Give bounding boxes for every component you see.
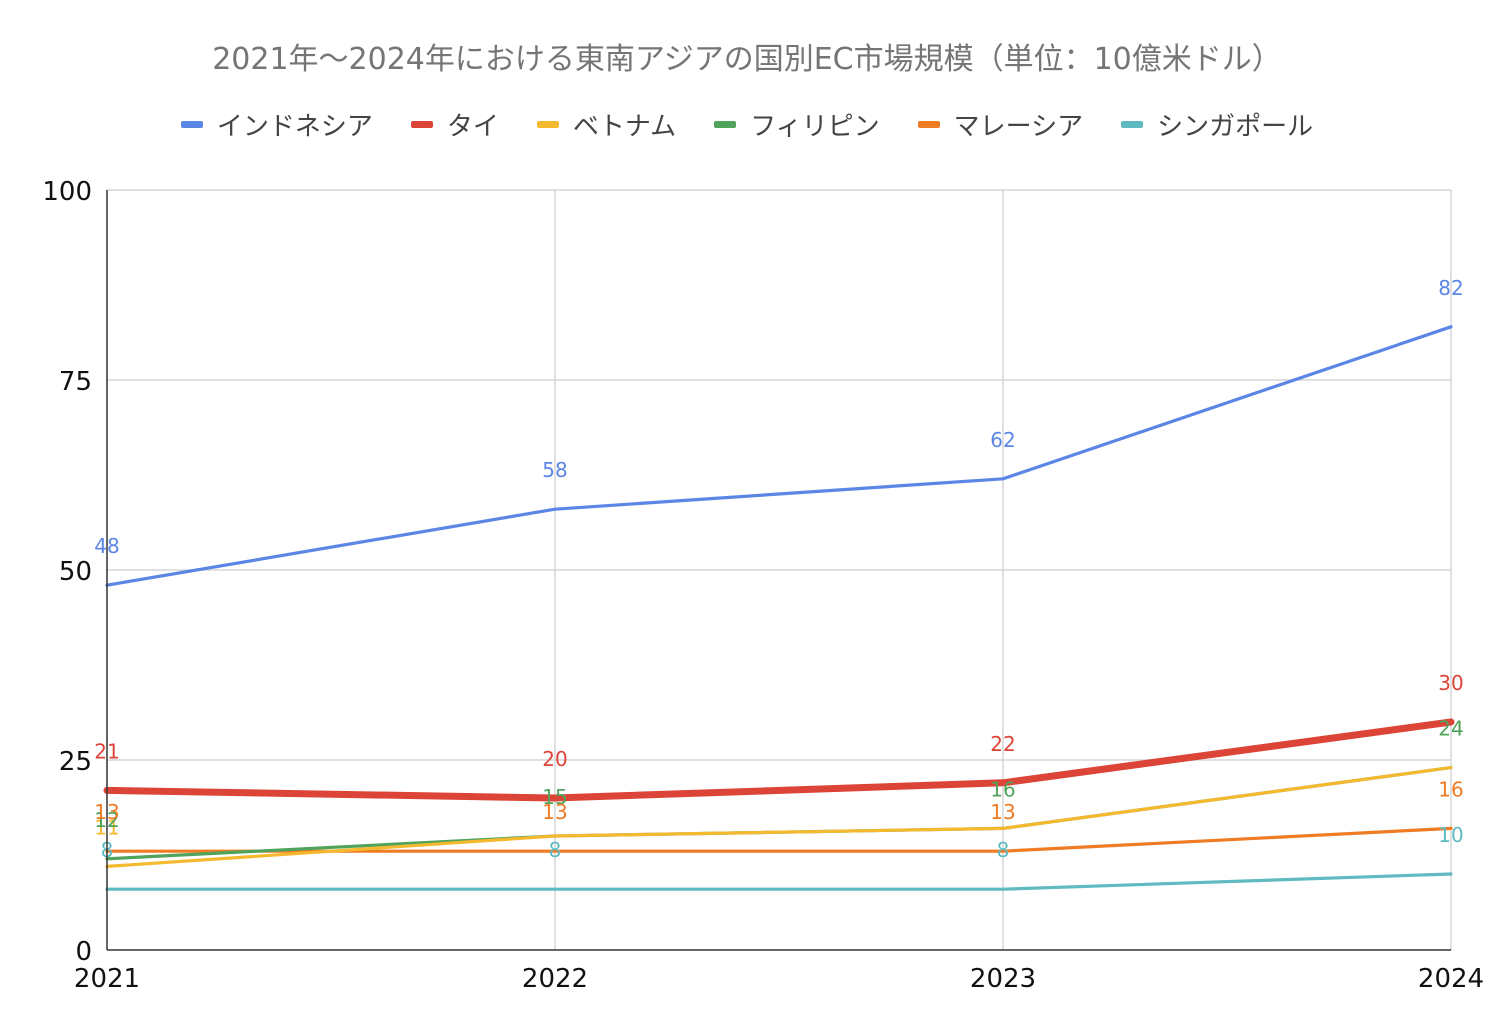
data-label: 16 (990, 777, 1015, 801)
x-tick-label: 2022 (522, 964, 588, 994)
legend-label: タイ (446, 112, 499, 142)
data-label: 13 (542, 800, 567, 824)
legend-swatch (536, 121, 559, 128)
x-tick-label: 2023 (970, 964, 1036, 994)
data-label: 22 (990, 732, 1015, 756)
data-label: 16 (1438, 777, 1463, 801)
data-label: 82 (1438, 276, 1463, 300)
data-label: 8 (997, 838, 1010, 862)
gridlines (107, 189, 1452, 950)
series-line (105, 765, 1453, 861)
legend-item-philippines[interactable]: フィリピン (714, 106, 880, 143)
y-tick-label: 25 (59, 747, 92, 777)
data-label: 58 (542, 458, 567, 482)
legend-item-thailand[interactable]: タイ (410, 106, 499, 143)
y-tick-label: 100 (42, 177, 92, 207)
series-line (105, 765, 1453, 869)
y-tick-label: 75 (59, 367, 92, 397)
data-label: 20 (542, 747, 567, 771)
series-line (103, 718, 1455, 802)
chart-title: 2021年〜2024年における東南アジアの国別EC市場規模（単位：10億米ドル） (212, 42, 1282, 77)
legend-swatch (410, 121, 433, 128)
x-tick-label: 2024 (1418, 964, 1484, 994)
data-label: 15 (542, 785, 567, 809)
legend-label: フィリピン (750, 112, 880, 142)
legend-label: ベトナム (572, 112, 677, 142)
data-label: 10 (1438, 823, 1463, 847)
x-tick-label: 2021 (74, 964, 140, 994)
series-line (105, 872, 1453, 891)
legend: インドネシア タイ ベトナム フィリピン マレーシア シンガポール (0, 106, 1494, 143)
y-tick-label: 50 (59, 557, 92, 587)
series-line (105, 325, 1453, 587)
legend-label: マレーシア (953, 112, 1084, 142)
series-lines (103, 325, 1455, 891)
legend-item-singapore[interactable]: シンガポール (1121, 106, 1313, 143)
legend-item-vietnam[interactable]: ベトナム (536, 106, 677, 143)
data-label: 24 (1438, 717, 1463, 741)
legend-swatch (917, 121, 940, 128)
legend-swatch (714, 121, 737, 128)
legend-label: シンガポール (1157, 112, 1314, 142)
data-label: 13 (990, 800, 1015, 824)
legend-swatch (180, 121, 203, 128)
legend-item-malaysia[interactable]: マレーシア (917, 106, 1084, 143)
data-label: 30 (1438, 671, 1463, 695)
legend-item-indonesia[interactable]: インドネシア (180, 106, 373, 143)
y-tick-label: 0 (75, 937, 92, 967)
data-label: 8 (549, 838, 562, 862)
legend-swatch (1121, 121, 1144, 128)
legend-label: インドネシア (216, 112, 373, 142)
data-label: 62 (990, 428, 1015, 452)
